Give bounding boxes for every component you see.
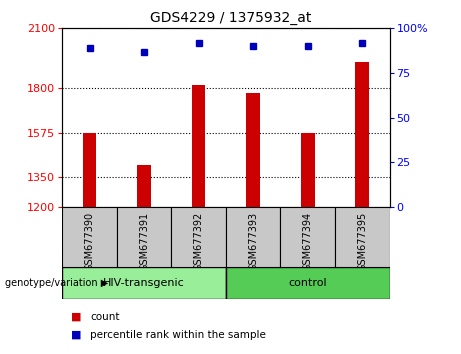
Text: GSM677391: GSM677391 [139,212,149,271]
Text: percentile rank within the sample: percentile rank within the sample [90,330,266,339]
Bar [226,207,280,267]
Text: control: control [289,278,327,288]
Bar [280,207,335,267]
Text: GSM677394: GSM677394 [303,212,313,271]
Text: ■: ■ [71,312,82,322]
Bar [171,207,226,267]
Text: GSM677392: GSM677392 [194,212,204,271]
Text: ■: ■ [71,330,82,339]
Bar [192,85,206,207]
Bar [62,207,117,267]
Bar [335,207,390,267]
Text: GSM677395: GSM677395 [357,212,367,271]
Bar [137,165,151,207]
Text: HIV-transgenic: HIV-transgenic [103,278,185,288]
Text: GSM677393: GSM677393 [248,212,258,271]
Bar [301,133,314,207]
Text: count: count [90,312,119,322]
Bar [117,207,171,267]
Bar [246,93,260,207]
Text: genotype/variation ▶: genotype/variation ▶ [5,278,108,288]
Bar [83,133,96,207]
Bar [355,62,369,207]
Bar [226,267,390,299]
Text: GSM677390: GSM677390 [84,212,95,271]
Text: GDS4229 / 1375932_at: GDS4229 / 1375932_at [150,11,311,25]
Bar [62,267,226,299]
